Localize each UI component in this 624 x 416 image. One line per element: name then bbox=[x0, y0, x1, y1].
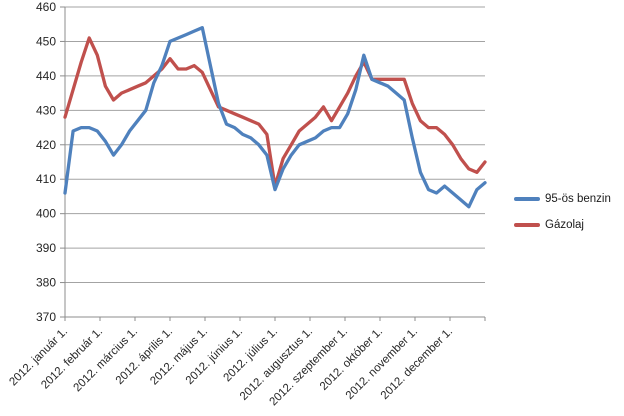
series-line-gazolaj bbox=[63, 36, 487, 188]
y-axis-tick-label: 450 bbox=[36, 34, 56, 48]
y-axis-tick-label: 420 bbox=[36, 138, 56, 152]
legend-item-gazolaj: Gázolaj bbox=[514, 216, 611, 234]
x-axis-tick-label: 2012. október 1. bbox=[318, 326, 385, 393]
y-axis-tick-label: 430 bbox=[36, 103, 56, 117]
legend-swatch-gazolaj bbox=[514, 223, 540, 227]
y-axis-tick-label: 400 bbox=[36, 207, 56, 221]
legend-label-gazolaj: Gázolaj bbox=[545, 219, 584, 231]
series-line-95-os-benzin bbox=[63, 26, 487, 209]
legend: 95-ös benzin Gázolaj bbox=[514, 190, 611, 242]
y-axis-tick-label: 380 bbox=[36, 276, 56, 290]
legend-item-95-os-benzin: 95-ös benzin bbox=[514, 190, 611, 208]
y-axis-tick-label: 440 bbox=[36, 69, 56, 83]
y-axis-tick-label: 410 bbox=[36, 172, 56, 186]
y-axis-tick-label: 390 bbox=[36, 241, 56, 255]
legend-label-95-os-benzin: 95-ös benzin bbox=[545, 193, 611, 205]
x-axis-tick-label: 2012. február 1. bbox=[39, 326, 105, 392]
x-axis-tick-label: 2012. január 1. bbox=[7, 326, 70, 389]
y-axis-tick-label: 460 bbox=[36, 0, 56, 14]
legend-swatch-95-os-benzin bbox=[514, 197, 540, 201]
x-axis-tick-label: 2012. március 1. bbox=[72, 326, 141, 395]
y-axis-tick-label: 370 bbox=[36, 310, 56, 324]
